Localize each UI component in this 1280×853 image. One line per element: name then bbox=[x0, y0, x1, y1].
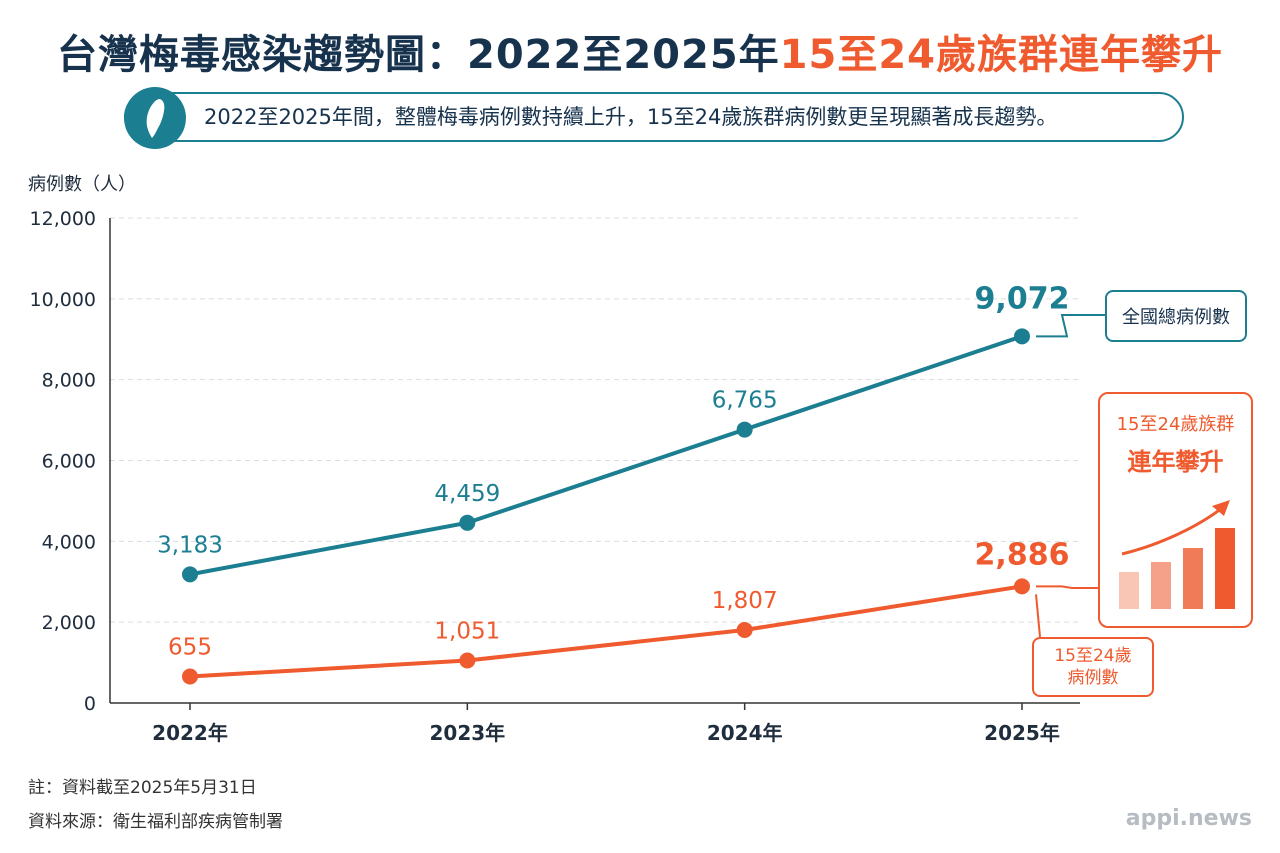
footnote-source: 資料來源：衛生福利部疾病管制署 bbox=[28, 812, 283, 832]
rising-callout: 15至24歲族群 連年攀升 bbox=[1098, 392, 1253, 628]
y-tick-label: 10,000 bbox=[30, 289, 96, 311]
y-axis-ticks: 0 2,000 4,000 6,000 8,000 10,000 12,000 bbox=[30, 208, 96, 715]
legend-youth-line2: 病例數 bbox=[1067, 668, 1119, 688]
legend-total-cases: 全國總病例數 bbox=[1105, 290, 1247, 342]
data-label: 655 bbox=[168, 635, 212, 661]
subtitle-banner: 2022至2025年間，整體梅毒病例數持續上升，15至24歲族群病例數更呈現顯著… bbox=[124, 87, 1184, 149]
data-label: 6,765 bbox=[712, 388, 778, 414]
title-main: 台灣梅毒感染趨勢圖：2022至2025年 bbox=[57, 32, 780, 78]
leader-line-callout bbox=[1036, 585, 1098, 589]
axes bbox=[109, 218, 1080, 704]
data-point bbox=[459, 652, 476, 669]
leader-line-total bbox=[1036, 314, 1105, 338]
legend-youth-line1: 15至24歲 bbox=[1054, 646, 1132, 666]
data-point bbox=[736, 621, 753, 638]
series-line bbox=[189, 584, 1023, 679]
rising-bar-chart-icon bbox=[1119, 500, 1235, 609]
data-label: 1,807 bbox=[712, 588, 778, 614]
data-point bbox=[182, 566, 198, 583]
data-label: 2,886 bbox=[975, 537, 1070, 572]
x-tick-label: 2025年 bbox=[984, 721, 1060, 745]
taiwan-map-icon bbox=[124, 87, 186, 149]
page-title: 台灣梅毒感染趨勢圖：2022至2025年15至24歲族群連年攀升 bbox=[0, 22, 1280, 80]
y-axis-label: 病例數（人） bbox=[28, 174, 136, 195]
y-tick-label: 2,000 bbox=[42, 612, 96, 634]
footnote-date: 註：資料截至2025年5月31日 bbox=[28, 778, 257, 798]
data-point bbox=[459, 514, 476, 531]
y-tick-label: 12,000 bbox=[30, 208, 96, 230]
legend-total-label: 全國總病例數 bbox=[1122, 307, 1230, 328]
x-axis-ticks: 2022年 2023年 2024年 2025年 bbox=[152, 703, 1060, 745]
leader-lines bbox=[1035, 314, 1105, 638]
line-chart: 病例數（人） 0 2,000 4,000 6,000 8,000 10,000 12,000… bbox=[28, 174, 1105, 745]
callout-line1: 15至24歲族群 bbox=[1116, 414, 1235, 435]
legend-youth-cases: 15至24歲 病例數 bbox=[1032, 637, 1154, 697]
series-line bbox=[189, 334, 1023, 577]
brand-watermark: appi.news bbox=[1125, 806, 1252, 831]
data-label: 9,072 bbox=[975, 281, 1070, 316]
y-tick-label: 6,000 bbox=[42, 451, 96, 473]
y-tick-label: 8,000 bbox=[42, 370, 96, 392]
x-tick-label: 2022年 bbox=[152, 721, 228, 745]
series-group: 3,183 4,459 6,765 9,072 655 1,051 1,807 2,886 bbox=[157, 281, 1070, 685]
y-tick-label: 4,000 bbox=[42, 531, 96, 553]
subtitle-text: 2022至2025年間，整體梅毒病例數持續上升，15至24歲族群病例數更呈現顯著… bbox=[204, 105, 1058, 129]
data-point bbox=[1014, 328, 1030, 345]
data-label: 1,051 bbox=[434, 619, 500, 645]
x-tick-label: 2023年 bbox=[429, 721, 505, 745]
data-point bbox=[182, 668, 198, 685]
data-point bbox=[736, 421, 753, 438]
title-accent: 15至24歲族群連年攀升 bbox=[779, 32, 1223, 78]
data-label: 4,459 bbox=[434, 481, 500, 507]
callout-line2: 連年攀升 bbox=[1127, 448, 1224, 476]
data-label: 3,183 bbox=[157, 532, 223, 558]
y-tick-label: 0 bbox=[84, 693, 96, 715]
leader-line-youth bbox=[1035, 594, 1041, 638]
data-point bbox=[1014, 578, 1030, 595]
x-tick-label: 2024年 bbox=[707, 721, 783, 745]
